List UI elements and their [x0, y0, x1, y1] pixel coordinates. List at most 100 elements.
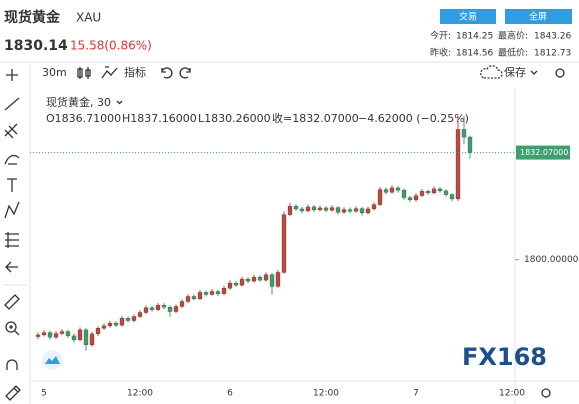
chart-style-icon[interactable] — [77, 67, 91, 79]
x-tick-label: 5 — [41, 389, 47, 399]
candle-body — [383, 189, 389, 193]
candle-body — [65, 331, 71, 337]
candle-body — [131, 316, 137, 321]
candle-body — [209, 291, 215, 295]
candle-body — [233, 282, 239, 286]
candle-body — [191, 296, 197, 299]
legend-close: 收=1832.07000 — [272, 111, 359, 125]
candle-body — [83, 329, 89, 346]
candle-body — [251, 276, 257, 282]
legend-change: −4.62000 (−0.25%) — [358, 112, 469, 125]
cloud-icon[interactable] — [480, 65, 503, 79]
candle-body — [35, 334, 41, 337]
candle-body — [365, 208, 371, 214]
indicators[interactable]: 指标 — [124, 65, 146, 79]
candle-body — [173, 306, 179, 312]
candle-body — [443, 190, 449, 195]
candle-body — [377, 189, 383, 205]
x-tick-label: 12:00 — [499, 389, 525, 399]
candle-body — [425, 191, 431, 194]
ruler-tool[interactable] — [4, 294, 20, 310]
candle-body — [335, 207, 341, 213]
save[interactable]: 保存 — [504, 65, 526, 79]
candle-body — [95, 328, 101, 335]
lock-tool[interactable] — [5, 385, 21, 401]
candle-body — [221, 287, 227, 294]
candle-body — [119, 318, 125, 326]
candle-body — [239, 278, 245, 286]
candle-body — [125, 318, 131, 321]
price-change: 15.58(0.86%) — [70, 39, 152, 53]
candle-body — [77, 329, 83, 341]
save-dropdown[interactable] — [530, 70, 538, 75]
legend-open: O1836.71000 — [46, 112, 121, 125]
fullscreen-button[interactable] — [505, 9, 572, 24]
trade-button[interactable] — [440, 9, 496, 24]
stat-label: 今开: — [430, 30, 451, 42]
candle-body — [167, 307, 173, 312]
stat-value: 1843.26 — [534, 32, 571, 42]
candle-body — [197, 292, 203, 299]
candle-body — [71, 335, 77, 341]
stat-value: 1812.73 — [534, 49, 571, 59]
candle-body — [401, 190, 407, 198]
magnet-tool[interactable] — [6, 359, 18, 370]
candle-body — [113, 323, 119, 326]
candle-body — [143, 307, 149, 313]
redo-icon[interactable] — [179, 67, 191, 79]
zoom-tool[interactable] — [5, 321, 17, 333]
candle-body — [59, 331, 65, 334]
candle-body — [389, 187, 395, 193]
stat-value: 1814.56 — [456, 49, 493, 59]
axis-settings-icon[interactable] — [541, 388, 551, 398]
candle-body — [467, 136, 473, 153]
legend-high: H1837.16000 — [122, 112, 197, 125]
candle-body — [359, 208, 365, 214]
candle-body — [347, 209, 353, 212]
logo-icon — [45, 356, 60, 364]
candle-body — [449, 194, 455, 200]
undo-icon[interactable] — [161, 67, 173, 79]
prediction-tool[interactable] — [5, 232, 19, 248]
candle-body — [323, 207, 329, 211]
stat-label: 最低价: — [498, 47, 528, 59]
candle-body — [137, 312, 143, 317]
candle-body — [155, 305, 161, 310]
candle-body — [455, 129, 461, 200]
brush-tool[interactable] — [4, 154, 20, 165]
line-tool[interactable] — [4, 97, 20, 111]
fib-tool[interactable] — [4, 123, 18, 139]
legend-name: 现货黄金, 30 — [46, 95, 111, 109]
candle-body — [299, 208, 305, 212]
legend-dropdown[interactable] — [116, 100, 123, 105]
candle-body — [431, 188, 437, 194]
pattern-tool[interactable] — [4, 201, 20, 219]
last-price-label: 1832.07000 — [520, 148, 568, 157]
candle-body — [41, 332, 47, 336]
legend-low: L1830.26000 — [198, 112, 271, 125]
candle-body — [305, 206, 311, 212]
candle-body — [311, 206, 317, 211]
candle-body — [413, 195, 419, 201]
trade-button-label[interactable]: 交易 — [459, 11, 477, 23]
back-tool[interactable] — [5, 261, 18, 273]
fullscreen-button-label[interactable]: 全屏 — [529, 11, 547, 23]
logo-badge — [42, 350, 62, 370]
stat-value: 1814.25 — [456, 32, 493, 42]
x-tick-label: 12:00 — [127, 389, 153, 399]
candle-body — [215, 291, 221, 294]
candle-body — [353, 208, 359, 212]
candle-body — [275, 272, 281, 287]
stat-label: 最高价: — [498, 30, 528, 42]
crosshair-tool[interactable] — [6, 69, 18, 81]
candle-body — [407, 197, 413, 201]
settings-icon[interactable] — [555, 68, 565, 78]
indicator-icon[interactable] — [101, 66, 118, 79]
interval[interactable]: 30m — [42, 66, 67, 79]
zoom-tool-detail[interactable] — [9, 325, 20, 336]
text-tool[interactable] — [7, 178, 17, 192]
candle-body — [395, 187, 401, 191]
candle-body — [245, 278, 251, 282]
candle-body — [419, 191, 425, 196]
